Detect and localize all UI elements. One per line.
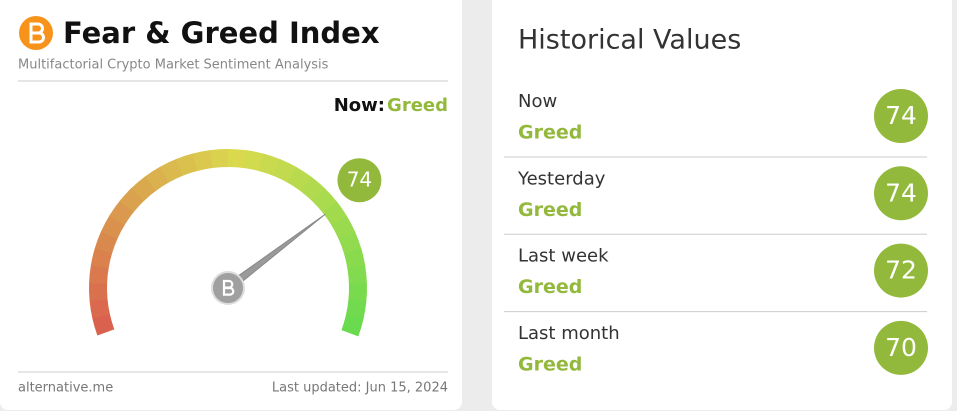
row-status: Greed <box>518 122 582 144</box>
footer-source: alternative.me <box>18 381 113 396</box>
gauge-arc <box>227 149 247 169</box>
gauge-arc <box>258 153 281 177</box>
row-period: Yesterday <box>517 168 606 189</box>
history-title: Historical Values <box>518 25 741 56</box>
gauge-arc <box>109 200 135 226</box>
row-status: Greed <box>518 199 582 221</box>
row-badge <box>874 243 928 298</box>
gauge-arc <box>131 175 157 202</box>
index-card <box>0 0 462 410</box>
gauge-arc <box>92 313 115 336</box>
gauge-arc <box>119 187 145 213</box>
gauge-arc <box>89 282 108 301</box>
gauge-arc <box>287 166 312 192</box>
gauge-arc <box>273 159 297 183</box>
now-label: Now: <box>334 95 385 116</box>
row-value: 72 <box>885 256 917 285</box>
row-period: Now <box>518 91 557 112</box>
row-value: 74 <box>885 101 917 130</box>
gauge-arc <box>345 299 367 320</box>
gauge-arc <box>331 215 356 240</box>
gauge-arc <box>347 265 367 285</box>
row-badge <box>874 320 928 375</box>
bitcoin-logo <box>19 16 53 50</box>
gauge-arc <box>175 153 199 176</box>
gauge-arc <box>159 158 184 183</box>
gauge-arc <box>210 149 229 169</box>
gauge-arc <box>192 150 214 171</box>
gauge: 74 <box>89 149 382 337</box>
row-status: Greed <box>518 353 582 375</box>
row-value: 74 <box>885 178 917 207</box>
gauge-arc <box>144 166 170 192</box>
row-status: Greed <box>518 276 582 298</box>
gauge-arc <box>341 314 364 337</box>
gauge-arc <box>94 230 118 254</box>
row-period: Last month <box>518 323 620 344</box>
history-card <box>492 0 952 410</box>
gauge-value: 74 <box>347 168 372 192</box>
gauge-arc <box>101 214 126 239</box>
gauge-arc <box>348 283 367 302</box>
gauge-arc <box>322 201 348 226</box>
subtitle: Multifactorial Crypto Market Sentiment A… <box>18 58 329 73</box>
row-badge <box>874 166 928 221</box>
row-value: 70 <box>885 333 917 362</box>
gauge-arc <box>338 231 362 255</box>
value-badge <box>337 158 382 203</box>
now-status: Greed <box>387 95 448 116</box>
gauge-arc <box>343 248 366 270</box>
gauge-arc <box>90 247 113 269</box>
gauge-arc <box>89 298 110 319</box>
footer-updated: Last updated: Jun 15, 2024 <box>272 381 448 396</box>
history-rows: Now Greed 74 Yesterday Greed 74 Last week Greed… <box>504 89 928 375</box>
title: Fear & Greed Index <box>63 16 380 50</box>
hub-logo <box>222 279 235 296</box>
row-period: Last week <box>518 246 609 267</box>
gauge-arc <box>311 188 338 214</box>
gauge-arc <box>243 150 265 172</box>
gauge-arc <box>300 176 326 202</box>
gauge-arc <box>89 264 109 284</box>
row-badge <box>874 89 928 143</box>
